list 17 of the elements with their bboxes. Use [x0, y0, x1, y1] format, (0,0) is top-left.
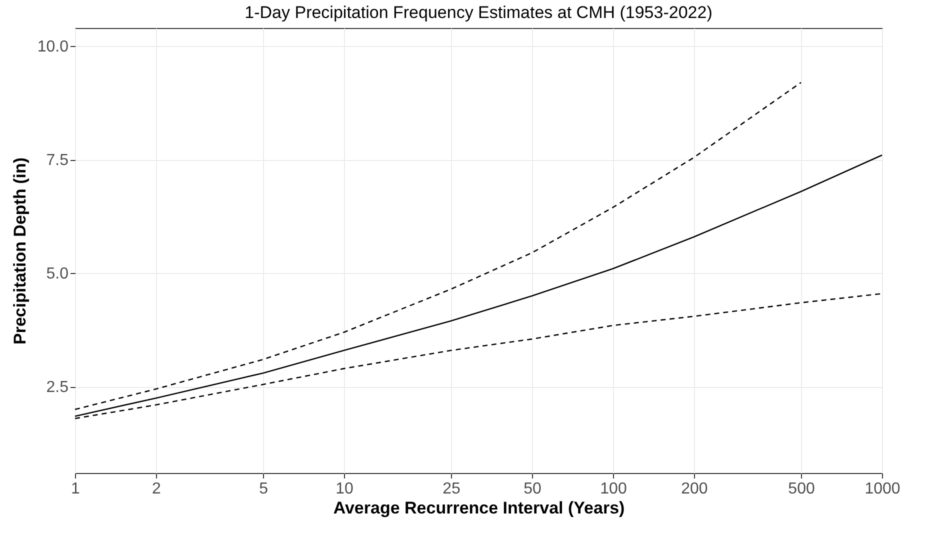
x-tick-label: 1000 [864, 480, 900, 498]
x-tick-label: 50 [524, 480, 542, 498]
chart-title: 1-Day Precipitation Frequency Estimates at CMH (1953-2022) [244, 3, 712, 22]
x-tick-label: 1 [71, 480, 80, 498]
x-tick-label: 500 [788, 480, 815, 498]
x-axis-title: Average Recurrence Interval (Years) [333, 498, 625, 518]
y-tick-label: 10.0 [37, 38, 69, 56]
x-tick-label: 200 [681, 480, 708, 498]
x-tick-label: 2 [152, 480, 162, 498]
y-axis-title: Precipitation Depth (in) [10, 158, 30, 344]
y-tick-label: 7.5 [46, 152, 69, 170]
y-tick-label: 5.0 [46, 266, 69, 283]
x-tick-label: 10 [336, 480, 354, 498]
x-tick-label: 5 [259, 480, 268, 498]
y-tick-label: 2.5 [46, 379, 69, 396]
x-tick-label: 25 [442, 480, 461, 498]
x-tick-label: 100 [600, 480, 627, 498]
